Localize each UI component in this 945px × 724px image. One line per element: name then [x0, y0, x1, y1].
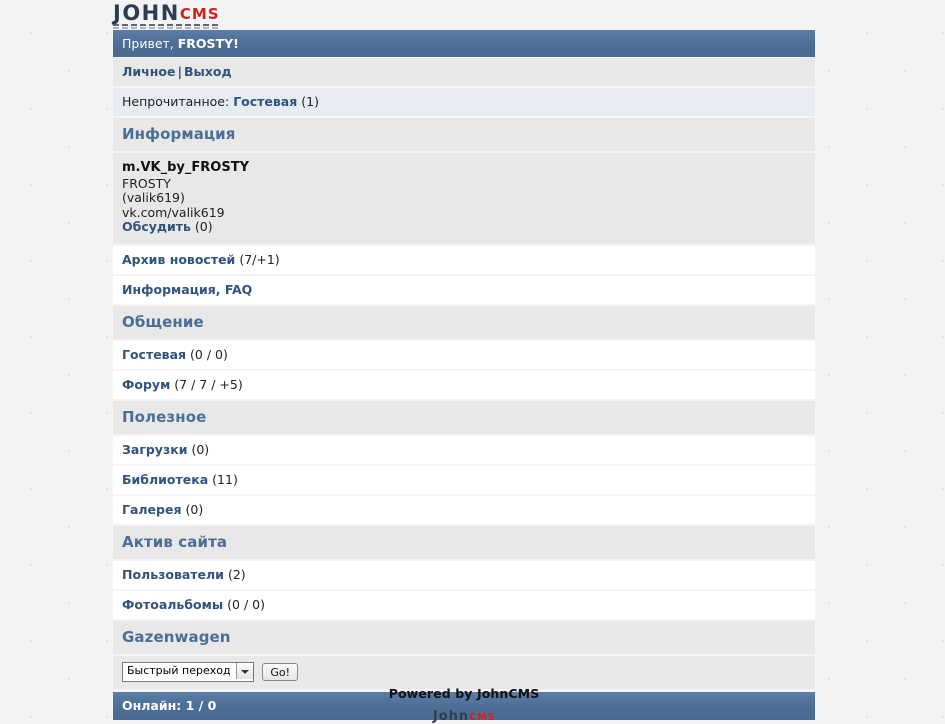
unread-row: Непрочитанное: Гостевая (1) — [113, 88, 815, 118]
quick-jump-go-button[interactable]: Go! — [262, 662, 299, 681]
photoalbums-link[interactable]: Фотоальбомы — [122, 596, 224, 612]
chevron-down-icon[interactable] — [235, 662, 253, 679]
news-archive-count: (7/+1) — [239, 251, 280, 267]
footer-logo-john-text: John — [432, 709, 470, 724]
menu-item-downloads: Загрузки (0) — [113, 435, 815, 466]
user-menu-separator: | — [177, 64, 183, 79]
library-count: (11) — [212, 471, 238, 487]
news-title: m.VK_by_FROSTY — [122, 160, 249, 175]
unread-count: (1) — [301, 94, 319, 109]
logo-john-text: JOHN — [113, 1, 180, 25]
greeting-username: FROSTY! — [177, 36, 239, 51]
news-line-2: FROSTY — [122, 175, 171, 191]
news-line-4: vk.com/valik619 — [122, 204, 225, 220]
menu-item-guestbook: Гостевая (0 / 0) — [113, 340, 815, 371]
quick-jump-row: Быстрый переход Go! — [113, 655, 815, 691]
footer: Powered by JohnCMS JohnCMS — [113, 686, 815, 723]
section-header-information: Информация — [113, 118, 815, 153]
user-menu-row: Личное | Выход — [113, 58, 815, 88]
section-header-gazenwagen: Gazenwagen — [113, 620, 815, 656]
unread-guestbook-link[interactable]: Гостевая — [233, 94, 298, 109]
section-header-useful: Полезное — [113, 400, 815, 436]
logout-link[interactable]: Выход — [184, 64, 232, 79]
section-header-site-activity: Актив сайта — [113, 525, 815, 561]
gallery-count: (0) — [185, 501, 204, 517]
news-discuss-count: (0) — [194, 219, 213, 234]
main-container: JOHNCMS Привет, FROSTY! Личное | Выход Неп… — [113, 0, 815, 720]
downloads-count: (0) — [191, 441, 210, 457]
online-label: Онлайн: — [122, 697, 182, 713]
menu-item-photoalbums: Фотоальбомы (0 / 0) — [113, 590, 815, 621]
menu-item-users: Пользователи (2) — [113, 560, 815, 591]
gallery-link[interactable]: Галерея — [122, 501, 182, 517]
guestbook-count: (0 / 0) — [190, 346, 228, 362]
forum-link[interactable]: Форум — [122, 376, 171, 392]
menu-item-gallery: Галерея (0) — [113, 495, 815, 526]
news-line-3: (valik619) — [122, 190, 185, 205]
section-header-communication: Общение — [113, 305, 815, 341]
online-value: 1 / 0 — [185, 697, 217, 713]
site-logo[interactable]: JOHNCMS — [113, 1, 220, 29]
info-faq-link[interactable]: Информация, FAQ — [122, 281, 253, 297]
logo-underline-decoration — [113, 24, 220, 29]
footer-logo[interactable]: JohnCMS — [433, 710, 495, 723]
news-discuss-line: Обсудить (0) — [122, 219, 806, 235]
news-block: m.VK_by_FROSTY FROSTY (valik619) vk.com/… — [113, 153, 815, 246]
quick-jump-select[interactable]: Быстрый переход — [122, 661, 254, 682]
logo-cms-text: CMS — [179, 5, 220, 23]
menu-item-library: Библиотека (11) — [113, 465, 815, 496]
menu-item-info-faq: Информация, FAQ — [113, 275, 815, 306]
unread-label: Непрочитанное: — [122, 94, 230, 109]
quick-jump-selected-label: Быстрый переход — [127, 663, 231, 677]
menu-item-forum: Форум (7 / 7 / +5) — [113, 370, 815, 401]
personal-link[interactable]: Личное — [122, 64, 176, 79]
site-logo-wrap: JOHNCMS — [113, 0, 815, 30]
news-archive-link[interactable]: Архив новостей — [122, 251, 236, 267]
guestbook-link[interactable]: Гостевая — [122, 346, 187, 362]
news-discuss-link[interactable]: Обсудить — [122, 219, 191, 234]
greeting-prefix: Привет, — [122, 36, 178, 51]
greeting-bar: Привет, FROSTY! — [113, 30, 815, 58]
downloads-link[interactable]: Загрузки — [122, 441, 188, 457]
forum-count: (7 / 7 / +5) — [174, 376, 243, 392]
users-count: (2) — [227, 566, 246, 582]
photoalbums-count: (0 / 0) — [227, 596, 265, 612]
users-link[interactable]: Пользователи — [122, 566, 224, 582]
menu-item-news-archive: Архив новостей (7/+1) — [113, 245, 815, 276]
powered-by-text: Powered by JohnCMS — [388, 686, 540, 701]
library-link[interactable]: Библиотека — [122, 471, 209, 487]
